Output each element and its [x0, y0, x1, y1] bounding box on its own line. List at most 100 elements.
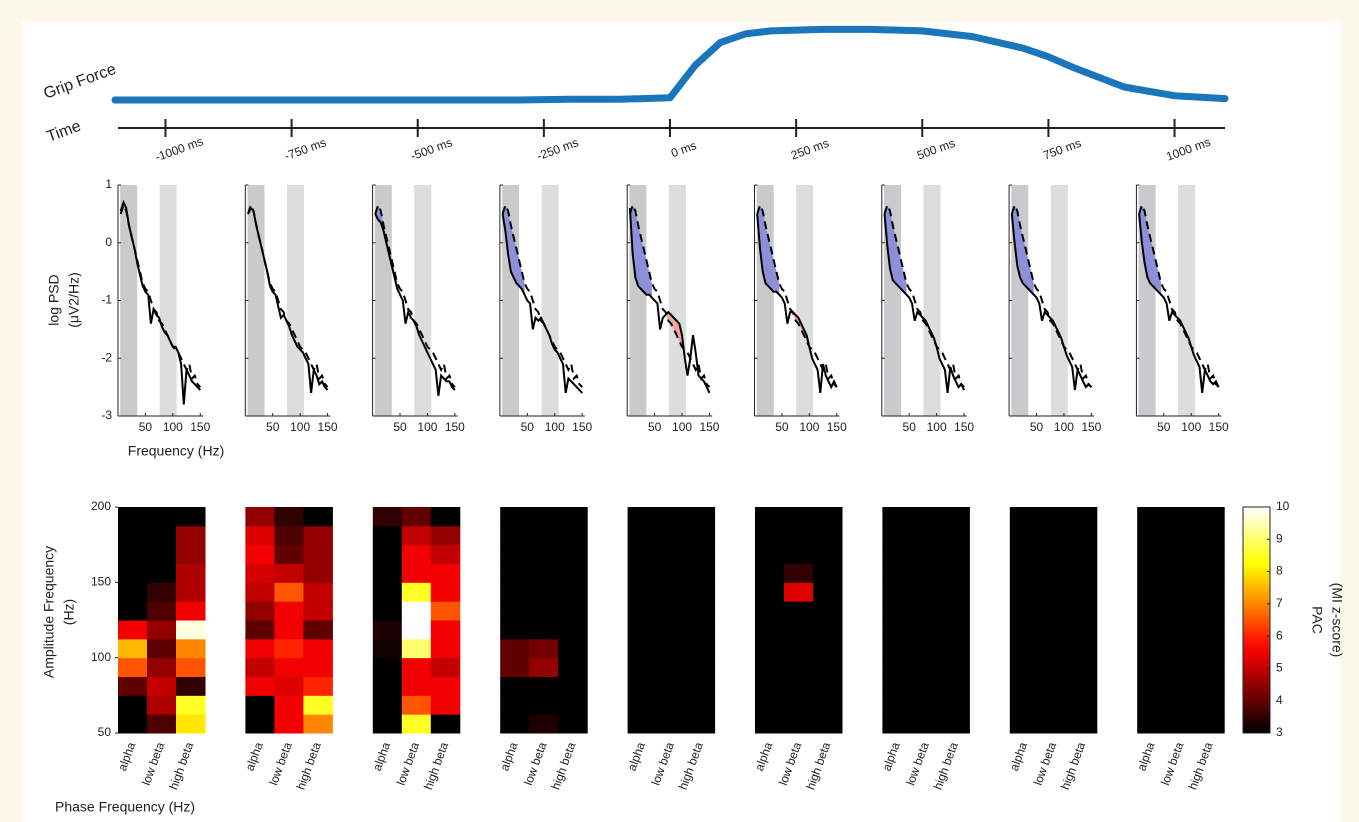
pac-cell: [1166, 620, 1196, 640]
pac-cell: [147, 563, 177, 583]
psd-line: [628, 208, 711, 394]
pac-cell: [784, 638, 814, 659]
pac-cell: [627, 563, 658, 583]
pac-cell: [656, 507, 687, 527]
pac-cell: [274, 714, 304, 734]
pac-cell: [685, 601, 716, 621]
pac-cell: [558, 695, 588, 715]
pac-cell: [176, 582, 206, 602]
pac-cell: [755, 620, 785, 640]
pac-cell: [303, 563, 333, 583]
pac-cell: [372, 563, 403, 583]
pac-cell: [529, 544, 559, 564]
pac-cell: [1137, 714, 1167, 734]
pac-cell: [940, 582, 970, 602]
pac-cell: [500, 638, 530, 659]
pac-cell: [1038, 676, 1069, 696]
y-axis-label: (μV2/Hz): [66, 272, 82, 328]
pac-cell: [401, 676, 432, 696]
pac-cell: [1009, 676, 1040, 696]
pac-cell: [940, 601, 970, 621]
pac-cell: [940, 676, 970, 696]
pac-cell: [882, 620, 912, 640]
pac-cell: [372, 544, 403, 564]
x-tick-label: 150: [1081, 420, 1101, 434]
pac-cell: [685, 582, 716, 602]
pac-cell: [1067, 582, 1098, 602]
pac-cell: [558, 525, 588, 546]
change-fill: [1139, 205, 1162, 295]
pac-cell: [147, 507, 177, 527]
pac-cell: [1137, 657, 1167, 677]
pac-cell: [529, 507, 559, 527]
pac-cell: [911, 695, 941, 715]
pac-cell: [882, 525, 912, 546]
pac-cell: [911, 676, 941, 696]
x-tick-label: 150: [1209, 420, 1229, 434]
pac-cell: [147, 676, 177, 696]
pac-cell: [784, 695, 814, 715]
pac-cell: [303, 657, 333, 677]
pac-cell: [303, 507, 333, 527]
pac-cell: [1067, 525, 1098, 546]
pac-cell: [1195, 544, 1225, 564]
pac-cell: [1009, 620, 1040, 640]
pac-cell: [430, 638, 461, 659]
pac-cell: [656, 620, 687, 640]
pac-cell: [755, 525, 785, 546]
pac-cell: [372, 714, 403, 734]
pac-cell: [1166, 582, 1196, 602]
pac-cell: [1195, 657, 1225, 677]
frequency-band: [286, 185, 304, 416]
pac-cell: [685, 657, 716, 677]
pac-cell: [147, 544, 177, 564]
pac-cell: [1038, 620, 1069, 640]
pac-cell: [656, 695, 687, 715]
frequency-band: [1178, 185, 1196, 416]
pac-cell: [245, 601, 275, 621]
x-tick-label: 100: [1054, 420, 1074, 434]
pac-cell: [176, 695, 206, 715]
pac-cell: [882, 695, 912, 715]
pac-cell: [1038, 601, 1069, 621]
pac-cell: [430, 563, 461, 583]
change-fill: [502, 205, 525, 295]
pac-cell: [813, 695, 843, 715]
pac-cell: [430, 525, 461, 546]
psd-line: [1138, 213, 1220, 394]
pac-cell: [430, 544, 461, 564]
pac-cell: [1067, 676, 1098, 696]
pac-cell: [274, 638, 304, 659]
frequency-band: [796, 185, 814, 416]
pac-cell: [176, 525, 206, 546]
pac-cell: [784, 657, 814, 677]
y-tick-label: 0: [105, 235, 112, 249]
x-tick-label: 100: [545, 420, 565, 434]
y-tick-label: 1: [105, 177, 112, 191]
colorbar-tick-label: 5: [1276, 661, 1283, 675]
pac-cell: [882, 544, 912, 564]
pac-cell: [627, 525, 658, 546]
change-fill: [1011, 205, 1034, 295]
pac-cell: [303, 544, 333, 564]
pac-cell: [303, 695, 333, 715]
pac-cell: [685, 544, 716, 564]
frequency-band: [668, 185, 686, 416]
pac-cell: [118, 676, 148, 696]
pac-cell: [940, 657, 970, 677]
pac-cell: [245, 676, 275, 696]
pac-cell: [911, 563, 941, 583]
pac-cell: [245, 657, 275, 677]
pac-cell: [1009, 525, 1040, 546]
pac-cell: [1195, 620, 1225, 640]
pac-cell: [784, 544, 814, 564]
x-tick-label: 100: [163, 420, 183, 434]
pac-cell: [1195, 638, 1225, 659]
pac-cell: [813, 563, 843, 583]
pac-cell: [627, 714, 658, 734]
psd-line: [756, 213, 838, 394]
pac-cell: [1009, 544, 1040, 564]
pac-cell: [118, 695, 148, 715]
pac-cell: [882, 676, 912, 696]
pac-cell: [1038, 582, 1069, 602]
